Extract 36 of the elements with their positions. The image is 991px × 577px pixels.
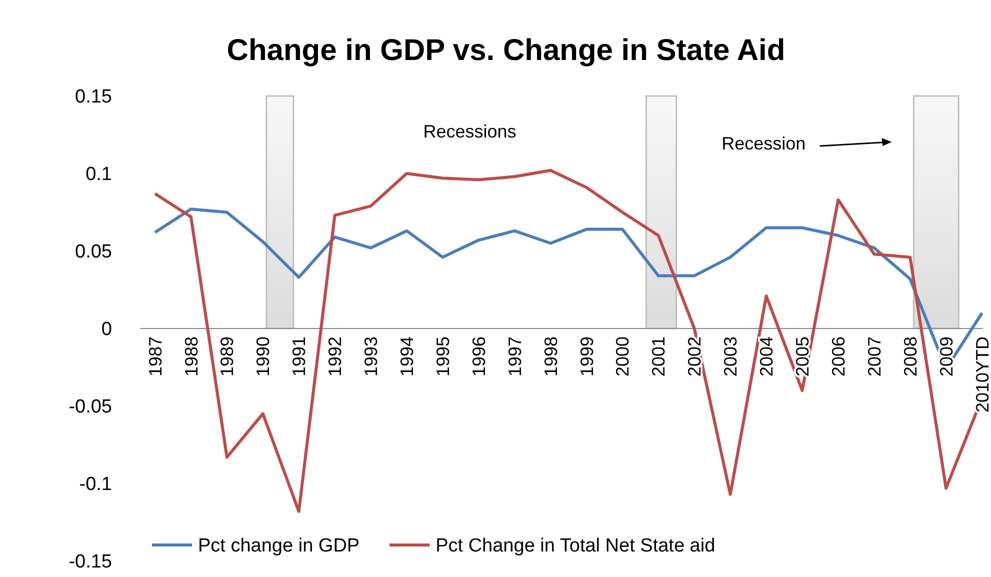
x-tick-label: 1997 <box>504 336 525 377</box>
x-tick-label: 2005 <box>792 336 813 377</box>
x-tick-label: 1991 <box>289 336 310 377</box>
annotation: Recessions <box>423 121 516 142</box>
annotation: Recession <box>722 133 806 154</box>
x-tick-label: 2003 <box>720 336 741 377</box>
y-tick-label: 0.15 <box>75 86 112 108</box>
y-tick-label: -0.15 <box>68 552 112 573</box>
x-tick-label: 1990 <box>253 336 274 377</box>
y-tick-label: 0.1 <box>86 164 112 186</box>
x-tick-label: 2009 <box>936 336 956 377</box>
x-tick-label: 2008 <box>900 336 920 377</box>
x-tick-label: 1987 <box>145 336 166 377</box>
y-tick-label: 0.05 <box>75 242 112 263</box>
chart-title: Change in GDP vs. Change in State Aid <box>226 34 786 67</box>
x-tick-label: 2010YTD <box>972 336 991 413</box>
x-tick-label: 1996 <box>468 336 489 377</box>
x-tick-label: 1994 <box>396 336 417 377</box>
x-tick-label: 2004 <box>756 336 777 377</box>
x-tick-label: 1993 <box>361 336 382 377</box>
x-tick-label: 2007 <box>864 336 884 377</box>
x-tick-label: 1988 <box>181 336 202 377</box>
y-tick-label: 0 <box>101 319 112 340</box>
x-tick-label: 2001 <box>648 336 669 377</box>
y-tick-label: -0.05 <box>68 396 112 418</box>
legend-label: Pct Change in Total Net State aid <box>436 536 716 557</box>
x-tick-label: 1999 <box>576 336 597 377</box>
x-tick-label: 1995 <box>432 336 453 377</box>
x-tick-label: 2000 <box>612 336 633 377</box>
x-tick-label: 2002 <box>684 336 705 377</box>
x-tick-label: 1998 <box>540 336 561 377</box>
legend-label: Pct change in GDP <box>198 536 360 557</box>
x-tick-label: 1992 <box>325 336 346 377</box>
x-tick-label: 2006 <box>828 336 848 377</box>
x-tick-label: 1989 <box>217 336 238 377</box>
y-tick-label: -0.1 <box>79 474 112 496</box>
